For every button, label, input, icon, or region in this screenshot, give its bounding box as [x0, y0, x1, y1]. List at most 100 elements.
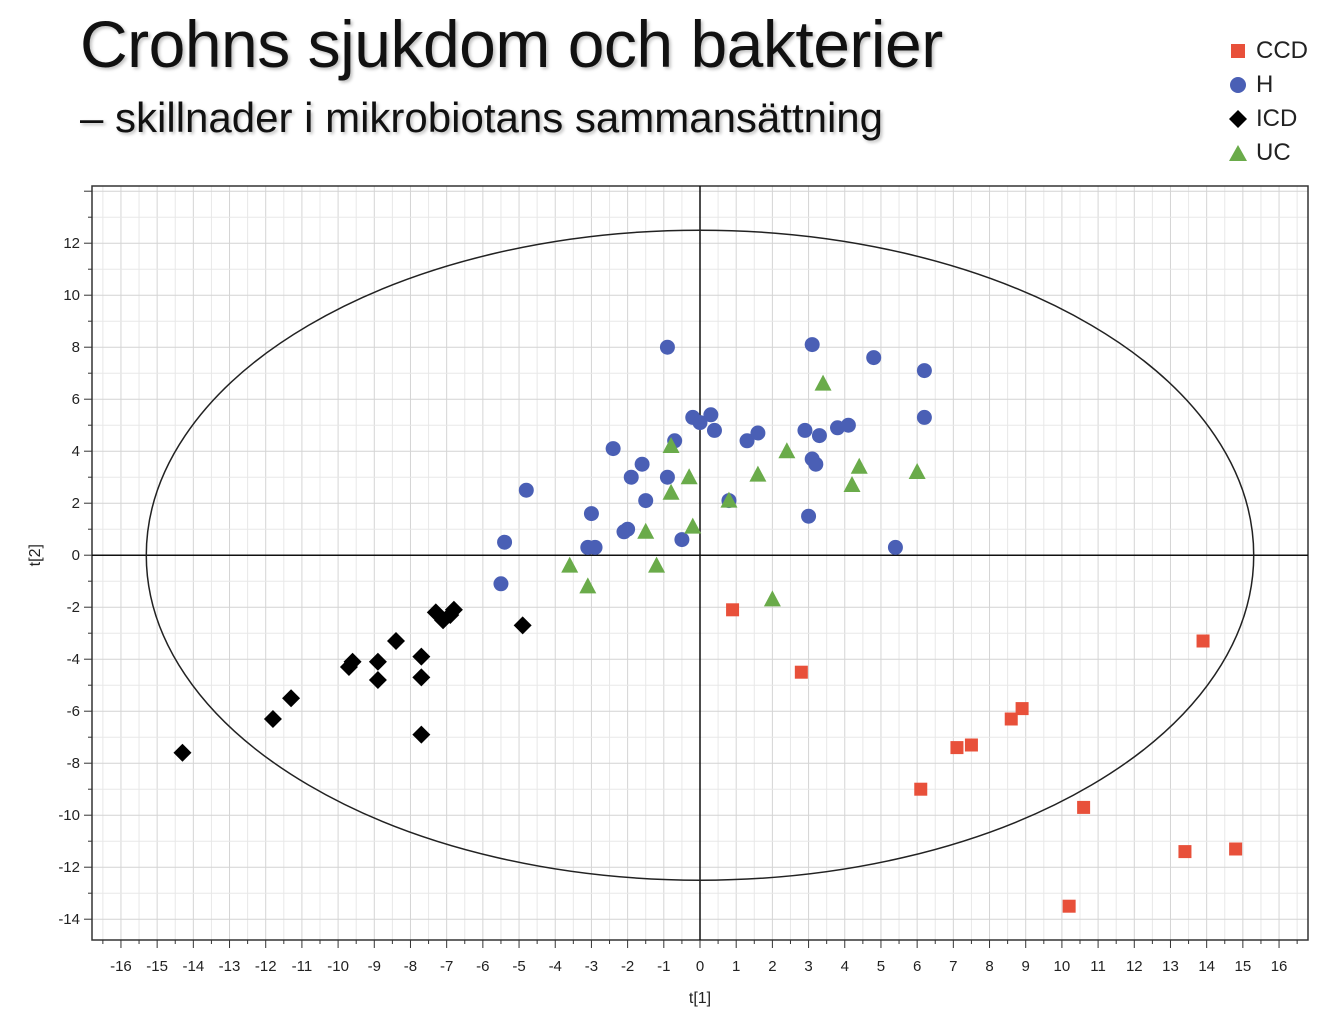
x-tick-label: -8 — [404, 958, 417, 975]
x-tick-label: 9 — [1022, 958, 1030, 975]
data-point-ccd — [914, 782, 928, 796]
y-tick-label: 2 — [72, 495, 80, 512]
x-tick-label: 11 — [1090, 958, 1106, 975]
data-point-h — [808, 456, 824, 472]
data-point-ccd — [1196, 634, 1210, 648]
data-point-h — [674, 532, 690, 548]
data-point-uc — [579, 577, 597, 594]
data-point-uc — [684, 517, 702, 534]
data-point-h — [659, 339, 675, 355]
x-tick-label: -7 — [440, 958, 453, 975]
data-point-icd — [263, 710, 282, 728]
y-tick-label: -2 — [67, 599, 80, 616]
data-point-uc — [637, 522, 655, 539]
confidence-ellipse — [145, 229, 1255, 881]
data-point-icd — [412, 668, 431, 687]
x-tick-label: -11 — [292, 958, 313, 975]
y-tick-label: 12 — [63, 235, 80, 252]
y-tick-label: -4 — [67, 651, 80, 668]
circle-marker-icon — [1230, 77, 1246, 93]
series-ccd — [726, 603, 1243, 913]
y-tick-label: 8 — [72, 339, 80, 356]
data-point-ccd — [1229, 842, 1243, 856]
data-point-icd — [282, 689, 301, 708]
data-point-uc — [843, 476, 861, 492]
y-tick-label: 10 — [63, 287, 80, 304]
x-tick-label: -15 — [146, 958, 168, 975]
x-axis-title: t[1] — [689, 990, 711, 1007]
data-point-uc — [749, 465, 767, 482]
data-point-h — [518, 482, 534, 498]
series-h — [493, 337, 932, 592]
data-point-uc — [662, 483, 680, 500]
x-tick-label: 6 — [913, 958, 921, 975]
data-point-h — [587, 539, 603, 555]
x-tick-label: -13 — [219, 958, 241, 975]
x-tick-label: 3 — [804, 958, 812, 975]
data-point-h — [703, 407, 719, 423]
data-point-icd — [513, 616, 532, 635]
data-point-icd — [387, 632, 405, 650]
data-point-h — [706, 422, 722, 438]
data-point-h — [916, 363, 932, 379]
x-tick-label: -10 — [327, 958, 349, 975]
legend-label-uc: UC — [1256, 139, 1291, 166]
data-point-h — [887, 539, 903, 555]
data-point-h — [866, 350, 882, 366]
data-point-icd — [412, 725, 431, 744]
data-point-icd — [173, 743, 192, 762]
data-point-h — [801, 508, 817, 524]
data-point-uc — [814, 374, 832, 391]
x-tick-label: -5 — [512, 958, 525, 975]
data-point-uc — [648, 556, 666, 573]
data-point-h — [638, 493, 654, 509]
data-point-h — [493, 576, 509, 592]
data-point-icd — [412, 647, 431, 666]
data-point-ccd — [1178, 845, 1192, 859]
x-tick-label: -2 — [621, 958, 634, 975]
data-point-icd — [368, 652, 387, 671]
data-point-h — [659, 469, 675, 485]
legend-label-h: H — [1256, 71, 1274, 98]
x-tick-label: 7 — [949, 958, 957, 975]
data-point-h — [583, 506, 599, 522]
data-point-ccd — [1015, 702, 1029, 716]
diamond-marker-icon — [1229, 110, 1247, 128]
data-point-h — [811, 428, 827, 444]
data-point-h — [739, 433, 755, 449]
chart-legend: CCD H ICD UC — [1228, 34, 1308, 170]
legend-item-icd: ICD — [1228, 102, 1308, 136]
series-uc — [561, 374, 926, 607]
x-tick-label: 14 — [1198, 958, 1215, 975]
data-point-ccd — [794, 665, 808, 679]
data-point-h — [623, 469, 639, 485]
x-tick-label: 8 — [985, 958, 993, 975]
data-point-uc — [662, 437, 680, 453]
triangle-marker-icon — [1229, 145, 1247, 161]
x-tick-label: -6 — [476, 958, 489, 975]
x-tick-label: 15 — [1235, 958, 1252, 975]
x-tick-label: 5 — [877, 958, 885, 975]
square-marker-icon — [1231, 44, 1245, 58]
x-tick-label: -12 — [255, 958, 277, 975]
x-tick-label: 0 — [696, 958, 704, 975]
data-point-uc — [908, 463, 926, 479]
data-point-h — [916, 409, 932, 425]
series-icd — [173, 600, 532, 762]
y-tick-label: -14 — [58, 911, 80, 928]
data-point-uc — [680, 468, 698, 485]
y-tick-label: 4 — [72, 443, 80, 460]
x-tick-label: 12 — [1126, 958, 1143, 975]
data-point-h — [605, 441, 621, 457]
x-tick-label: 2 — [768, 958, 776, 975]
data-point-icd — [368, 671, 387, 689]
data-point-ccd — [950, 741, 964, 755]
x-tick-label: -1 — [657, 958, 670, 975]
y-tick-label: -12 — [58, 859, 80, 876]
y-tick-label: -6 — [67, 703, 80, 720]
y-tick-label: 0 — [72, 547, 80, 564]
legend-label-icd: ICD — [1256, 105, 1298, 132]
data-point-h — [497, 534, 513, 550]
data-point-ccd — [964, 738, 978, 752]
